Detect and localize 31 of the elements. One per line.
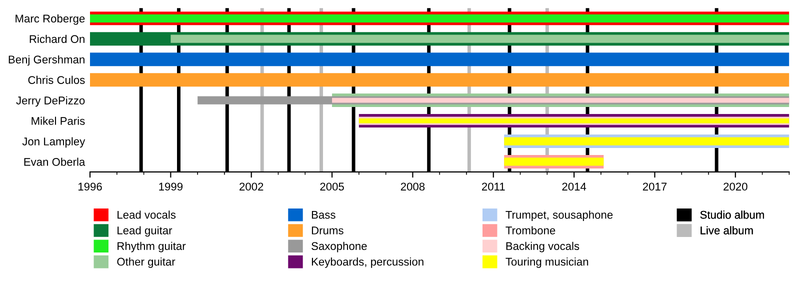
legend-label: Live album xyxy=(700,226,753,234)
y-tick-label: Chris Culos xyxy=(28,76,85,84)
legend-label: Lead guitar xyxy=(118,226,172,237)
legend-label: Trumpet, sousaphone xyxy=(506,210,613,221)
legend-label: Other guitar xyxy=(117,258,176,268)
legend-label: Touring musician xyxy=(506,258,588,268)
legend-label: Saxophone xyxy=(312,242,367,252)
y-tick-label: Jon Lampley xyxy=(22,137,86,148)
y-tick-label: Jerry DePizzo xyxy=(16,96,85,107)
legend-label: Lead vocals xyxy=(118,210,176,219)
x-tick-label: 2020 xyxy=(724,182,748,191)
x-tick-label: 2014 xyxy=(562,182,586,191)
legend-label: Trombone xyxy=(506,226,556,234)
x-tick-label: 1999 xyxy=(159,182,183,191)
legend-label: Drums xyxy=(312,226,344,234)
x-tick-label: 2002 xyxy=(240,182,264,191)
x-tick-label: 2017 xyxy=(642,182,667,191)
x-tick-label: 2005 xyxy=(320,182,344,191)
y-tick-label: Benj Gershman xyxy=(8,55,84,66)
y-tick-label: Mikel Paris xyxy=(32,116,85,125)
legend-label: Studio album xyxy=(700,210,764,219)
y-tick-label: Marc Roberge xyxy=(16,14,85,25)
legend-label: Bass xyxy=(312,210,336,219)
legend-label: Backing vocals xyxy=(506,242,580,252)
legend-label: Keyboards, percussion xyxy=(312,258,424,268)
x-tick-label: 2008 xyxy=(400,182,425,191)
x-tick-label: 2011 xyxy=(482,182,505,191)
y-tick-label: Richard On xyxy=(30,34,84,43)
legend-label: Rhythm guitar xyxy=(118,242,186,252)
y-tick-label: Evan Oberla xyxy=(24,158,86,166)
x-tick-label: 1996 xyxy=(78,182,102,191)
